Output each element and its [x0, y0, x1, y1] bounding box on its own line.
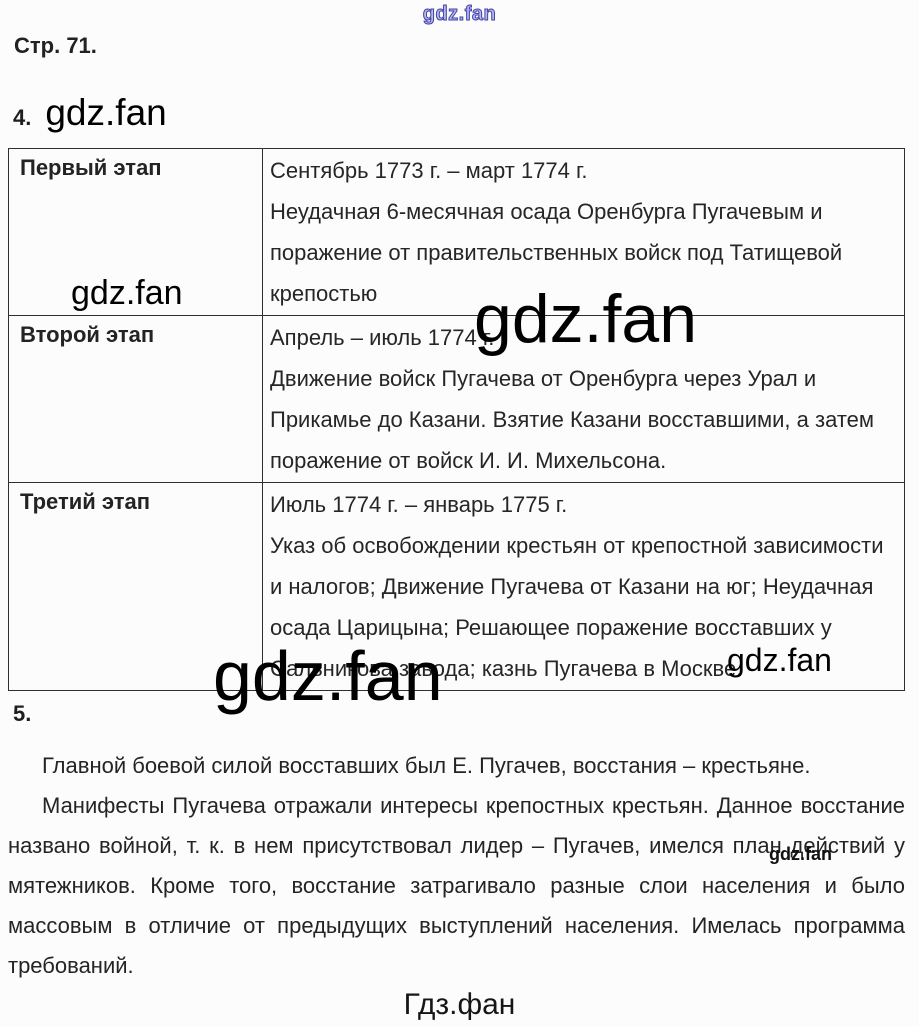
table-row: Первый этап gdz.fan Сентябрь 1773 г. – м…	[8, 148, 905, 316]
below-table-large-watermark: gdz.fan	[213, 637, 443, 715]
heading-watermark: gdz.fan	[45, 92, 167, 133]
footer-brand-link[interactable]: Гдз.фан	[403, 988, 516, 1021]
period-text: Апрель – июль 1774 г.	[270, 325, 495, 350]
paragraph-watermark: gdz.fan	[769, 844, 832, 864]
description-text: Неудачная 6-месячная осада Оренбурга Пуг…	[270, 199, 843, 306]
stage-cell: Первый этап gdz.fan	[8, 148, 263, 316]
answer-5-text: Главной боевой силой восставших был Е. П…	[8, 746, 905, 986]
section-4-header: 4. gdz.fan	[13, 92, 167, 134]
answer-paragraph-2: Манифесты Пугачева отражали интересы кре…	[8, 793, 905, 978]
description-text: Движение войск Пугачева от Оренбурга чер…	[270, 366, 875, 473]
description-text: Указ об освобождении крестьян от крепост…	[270, 533, 884, 681]
stages-table: Первый этап gdz.fan Сентябрь 1773 г. – м…	[8, 148, 905, 691]
stage-cell: Третий этап	[8, 482, 263, 691]
answer-paragraph-1: Главной боевой силой восставших был Е. П…	[42, 753, 811, 778]
stage-cell: Второй этап	[8, 315, 263, 483]
stage-label: Второй этап	[20, 322, 155, 347]
stage-label: Третий этап	[20, 489, 151, 514]
top-watermark: gdz.fan	[422, 3, 497, 26]
page-number-label: Стр. 71.	[14, 33, 97, 58]
cell-watermark: gdz.fan	[71, 274, 183, 312]
section-4-number: 4.	[13, 105, 32, 130]
below-table-small-watermark: gdz.fan	[727, 642, 832, 678]
stage-info-cell: Сентябрь 1773 г. – март 1774 г. Неудачна…	[262, 148, 905, 316]
period-text: Июль 1774 г. – январь 1775 г.	[270, 492, 568, 517]
stage-info-cell: Июль 1774 г. – январь 1775 г. Указ об ос…	[262, 482, 905, 691]
stage-label: Первый этап	[20, 155, 162, 180]
table-row: Третий этап Июль 1774 г. – январь 1775 г…	[8, 482, 905, 691]
row2-large-watermark: gdz.fan	[474, 281, 698, 357]
table-row: Второй этап Апрель – июль 1774 г. Движен…	[8, 315, 905, 483]
period-text: Сентябрь 1773 г. – март 1774 г.	[270, 158, 588, 183]
stage-info-cell: Апрель – июль 1774 г. Движение войск Пуг…	[262, 315, 905, 483]
section-5-number: 5.	[13, 701, 32, 726]
